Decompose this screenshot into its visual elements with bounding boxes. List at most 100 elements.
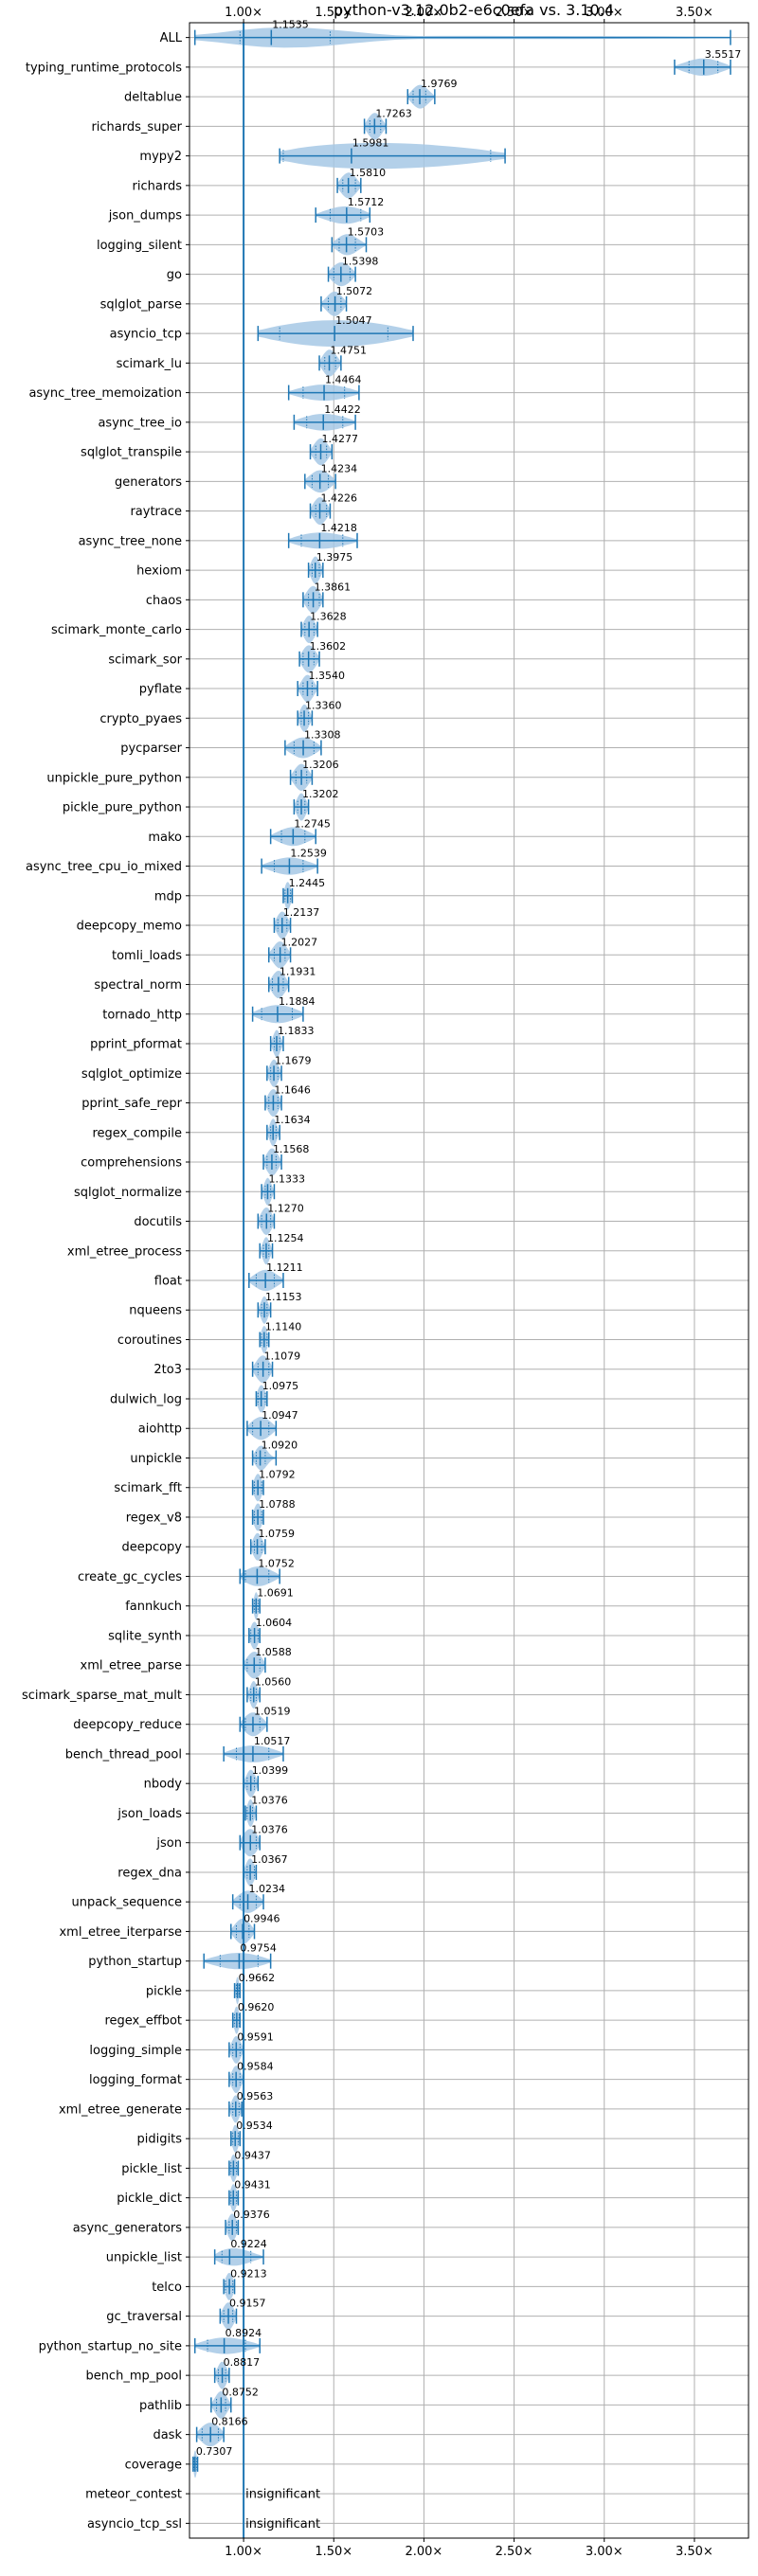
median-value-label: 1.0376 <box>251 1794 288 1806</box>
benchmark-name-label: pyflate <box>139 683 182 697</box>
median-value-label: 1.9769 <box>421 78 458 90</box>
median-value-label: 1.3628 <box>310 611 347 623</box>
median-value-label: 1.4234 <box>321 462 358 474</box>
median-value-label: 1.2027 <box>281 936 318 948</box>
benchmark-name-label: typing_runtime_protocols <box>26 61 182 75</box>
benchmark-name-label: xml_etree_parse <box>81 1659 182 1673</box>
benchmark-name-label: chaos <box>146 594 182 608</box>
median-value-label: 1.4218 <box>320 522 357 534</box>
x-tick-label-bottom: 2.00× <box>405 2545 442 2559</box>
benchmark-name-label: pickle <box>146 1984 182 1998</box>
median-value-label: 0.9224 <box>230 2238 267 2250</box>
median-value-label: 0.8924 <box>226 2327 262 2339</box>
benchmark-name-label: logging_format <box>89 2073 182 2087</box>
benchmark-name-label: mypy2 <box>139 150 182 164</box>
benchmark-name-label: sqlglot_normalize <box>74 1186 182 1200</box>
median-value-label: 1.2445 <box>289 877 326 889</box>
median-value-label: 1.1833 <box>278 1025 315 1037</box>
benchmark-name-label: async_tree_io <box>98 416 182 430</box>
median-value-label: 1.0376 <box>251 1824 288 1836</box>
benchmark-name-label: aiohttp <box>138 1422 182 1437</box>
benchmark-name-label: dask <box>153 2428 182 2442</box>
median-value-label: 1.1679 <box>275 1054 312 1066</box>
benchmark-name-label: xml_etree_generate <box>59 2102 182 2117</box>
benchmark-name-label: regex_compile <box>92 1126 182 1140</box>
benchmark-name-label: raytrace <box>130 505 182 519</box>
benchmark-name-label: logging_simple <box>89 2044 182 2058</box>
benchmark-name-label: comprehensions <box>81 1156 182 1171</box>
benchmark-name-label: async_tree_none <box>79 534 182 548</box>
median-value-label: 1.2745 <box>294 817 331 830</box>
benchmark-name-label: nqueens <box>129 1304 182 1318</box>
median-value-label: 1.3360 <box>305 699 342 711</box>
median-value-label: 0.9563 <box>237 2090 273 2102</box>
benchmark-name-label: richards_super <box>91 120 182 134</box>
benchmark-name-label: scimark_sparse_mat_mult <box>22 1689 182 1703</box>
benchmark-name-label: deepcopy_memo <box>77 920 182 934</box>
label-layer: 1.00× 1.00× 1.50× 1.50× 2.00× 2.00× 2.50× 2.50×… <box>22 6 741 2559</box>
benchmark-name-label: xml_etree_iterparse <box>59 1925 182 1940</box>
median-value-label: 0.9946 <box>244 1912 280 1924</box>
benchmark-name-label: 2to3 <box>153 1363 182 1377</box>
median-value-label: 1.1931 <box>280 966 316 978</box>
x-tick-label-top: 1.50× <box>315 6 352 20</box>
benchmark-name-label: pycparser <box>120 742 182 756</box>
benchmark-name-label: unpickle <box>130 1452 182 1466</box>
median-value-label: 1.1270 <box>267 1203 304 1215</box>
median-value-label: 1.0604 <box>256 1617 293 1629</box>
benchmark-name-label: richards <box>133 179 183 193</box>
benchmark-name-label: xml_etree_process <box>67 1244 182 1259</box>
benchmark-name-label: dulwich_log <box>110 1392 182 1406</box>
benchmark-name-label: pidigits <box>137 2133 183 2147</box>
median-value-label: 0.9376 <box>233 2209 270 2221</box>
median-value-label: 1.3206 <box>302 759 339 771</box>
benchmark-name-label: sqlglot_optimize <box>81 1067 182 1082</box>
x-tick-label-top: 3.00× <box>586 6 623 20</box>
benchmark-name-label: deepcopy <box>121 1541 182 1555</box>
benchmark-name-label: go <box>167 268 182 282</box>
benchmark-name-label: json_dumps <box>108 209 182 224</box>
benchmark-name-label: async_tree_memoization <box>28 386 182 401</box>
benchmark-name-label: sqlite_synth <box>108 1629 182 1643</box>
median-value-label: 1.0788 <box>259 1498 296 1511</box>
median-value-label: 1.1079 <box>264 1351 301 1363</box>
median-value-label: 0.7307 <box>196 2445 233 2458</box>
benchmark-name-label: mako <box>148 831 182 845</box>
median-value-label: 0.9213 <box>230 2267 267 2280</box>
median-value-label: 1.1646 <box>274 1084 311 1097</box>
benchmark-name-label: sqlglot_parse <box>100 297 182 312</box>
benchmark-name-label: python_startup <box>88 1955 182 1969</box>
benchmark-name-label: create_gc_cycles <box>78 1570 182 1584</box>
benchmark-name-label: crypto_pyaes <box>99 712 182 726</box>
x-tick-label-top: 2.50× <box>496 6 533 20</box>
benchmark-name-label: coroutines <box>117 1333 182 1348</box>
benchmark-name-label: sqlglot_transpile <box>81 446 182 460</box>
median-value-label: 3.5517 <box>705 48 742 61</box>
median-value-label: 0.9157 <box>229 2298 266 2310</box>
benchmark-name-label: logging_silent <box>97 239 182 253</box>
median-value-label: 0.9620 <box>238 2001 274 2013</box>
median-value-label: 1.0367 <box>251 1853 288 1866</box>
benchmark-name-label: pprint_pformat <box>90 1038 182 1052</box>
benchmark-name-label: gc_traversal <box>106 2310 182 2324</box>
benchmark-name-label: deepcopy_reduce <box>73 1718 182 1732</box>
plot-frame <box>189 22 749 2539</box>
x-tick-label-top: 1.00× <box>225 6 262 20</box>
median-value-label: 1.0752 <box>258 1557 295 1569</box>
x-tick-label-bottom: 1.00× <box>225 2545 262 2559</box>
benchmark-name-label: bench_mp_pool <box>85 2370 182 2384</box>
x-tick-label-bottom: 3.00× <box>586 2545 623 2559</box>
benchmark-name-label: pickle_pure_python <box>63 801 182 815</box>
benchmark-name-label: spectral_norm <box>94 978 182 993</box>
median-value-label: 1.0759 <box>259 1528 296 1540</box>
median-value-label: 0.9591 <box>237 2030 273 2043</box>
x-tick-label-bottom: 3.50× <box>676 2545 713 2559</box>
grid-layer <box>186 19 749 2542</box>
benchmark-name-label: scimark_monte_carlo <box>51 623 182 637</box>
benchmark-name-label: regex_v8 <box>126 1511 182 1525</box>
benchmark-name-label: docutils <box>134 1215 182 1229</box>
median-value-label: 1.3602 <box>310 640 347 653</box>
median-value-label: 1.3540 <box>308 670 345 682</box>
